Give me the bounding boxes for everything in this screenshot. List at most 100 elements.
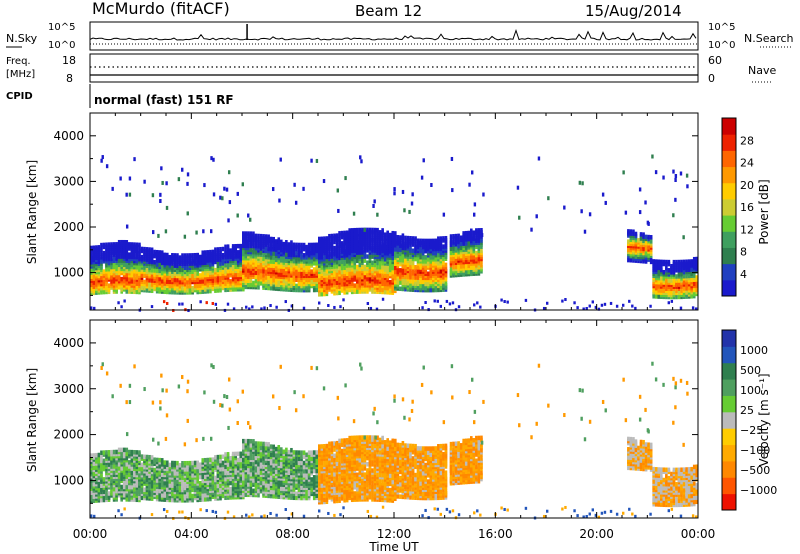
- power-cell: [295, 283, 298, 289]
- power-cell: [480, 248, 483, 254]
- power-cell: [411, 192, 414, 197]
- velocity-cell: [191, 493, 194, 499]
- power-cell: [356, 285, 359, 290]
- power-cell: [128, 242, 131, 247]
- power-cell: [432, 246, 435, 252]
- velocity-cell: [148, 490, 151, 495]
- power-cell: [426, 242, 430, 248]
- power-cell: [128, 192, 132, 197]
- power-cell: [378, 264, 382, 270]
- power-cell: [117, 258, 121, 263]
- velocity-cell: [138, 456, 141, 461]
- power-cell: [396, 239, 400, 244]
- noise-lines: [89, 24, 698, 45]
- freq-tick-low: 8: [66, 72, 73, 85]
- nsearch-label: N.Search: [744, 32, 794, 45]
- power-cell: [424, 238, 427, 244]
- power-cell: [601, 192, 605, 197]
- power-cell: [150, 251, 154, 257]
- power-cell: [373, 277, 377, 282]
- velocity-cell: [125, 447, 129, 453]
- power-cell: [376, 264, 379, 270]
- power-cell: [206, 250, 210, 255]
- velocity-cell: [191, 473, 194, 478]
- power-cell: [161, 180, 164, 185]
- power-cell: [399, 280, 402, 285]
- power-cell: [411, 248, 415, 253]
- velocity-cell: [150, 496, 154, 501]
- power-cell: [244, 231, 248, 236]
- power-cell: [128, 252, 131, 257]
- power-cell: [133, 279, 136, 284]
- power-x-ticks: [89, 113, 699, 310]
- velocity-cell: [158, 497, 161, 502]
- power-cell: [212, 192, 216, 197]
- y-tick-label: 3000: [53, 174, 84, 188]
- power-cell: [662, 269, 666, 275]
- power-cell: [421, 238, 425, 244]
- power-cell: [257, 285, 260, 290]
- power-cell: [363, 248, 367, 253]
- power-cell: [252, 247, 255, 253]
- velocity-cell: [214, 455, 217, 460]
- power-cell: [368, 276, 372, 282]
- power-cell: [227, 218, 230, 223]
- power-cell: [110, 270, 113, 276]
- power-cell: [102, 269, 106, 274]
- velocity-cell: [117, 474, 121, 479]
- power-cell: [414, 265, 417, 270]
- power-cell: [133, 157, 136, 162]
- power-cell: [416, 279, 420, 285]
- power-cell: [665, 272, 668, 277]
- power-cell: [333, 233, 336, 239]
- power-cell: [480, 262, 483, 268]
- power-cell: [352, 211, 356, 216]
- power-cell: [358, 238, 362, 243]
- power-cell: [657, 269, 661, 275]
- power-cell: [135, 281, 139, 286]
- velocity-cell: [198, 487, 202, 492]
- power-cell: [344, 176, 347, 181]
- power-cell: [206, 289, 210, 294]
- power-cell: [138, 248, 141, 254]
- power-cell: [171, 265, 174, 270]
- power-cell: [123, 299, 126, 303]
- power-cell: [476, 301, 479, 305]
- power-cell: [356, 254, 359, 260]
- power-cell: [259, 268, 263, 274]
- power-cell: [444, 262, 448, 268]
- velocity-cell: [198, 466, 202, 472]
- velocity-cell: [153, 457, 156, 462]
- power-cell: [406, 235, 410, 241]
- power-cell: [277, 282, 281, 288]
- velocity-cell: [115, 488, 118, 494]
- velocity-cell: [171, 460, 174, 466]
- power-cell: [310, 279, 313, 285]
- power-cell: [597, 307, 601, 311]
- power-cell: [201, 270, 205, 276]
- velocity-cell: [160, 472, 164, 477]
- y-tick-label: 2000: [53, 220, 84, 234]
- velocity-cell: [107, 450, 111, 455]
- power-cell: [101, 155, 104, 160]
- power-cell: [340, 230, 344, 236]
- velocity-cell: [193, 479, 197, 484]
- power-cell: [280, 272, 283, 277]
- power-cell: [164, 229, 168, 234]
- power-cell: [366, 260, 369, 265]
- power-cell: [312, 277, 316, 283]
- power-cell: [193, 271, 197, 276]
- power-cell: [646, 220, 650, 225]
- power-cell: [482, 192, 485, 197]
- power-cell: [181, 302, 184, 306]
- power-cell: [300, 242, 303, 248]
- power-cell: [335, 288, 339, 294]
- power-cell: [338, 259, 341, 265]
- power-cell: [330, 250, 334, 255]
- power-cell: [249, 264, 253, 269]
- power-cell: [252, 280, 255, 286]
- velocity-cell: [176, 460, 179, 466]
- power-cell: [274, 239, 278, 244]
- power-cell: [353, 275, 357, 280]
- power-cell: [342, 298, 345, 302]
